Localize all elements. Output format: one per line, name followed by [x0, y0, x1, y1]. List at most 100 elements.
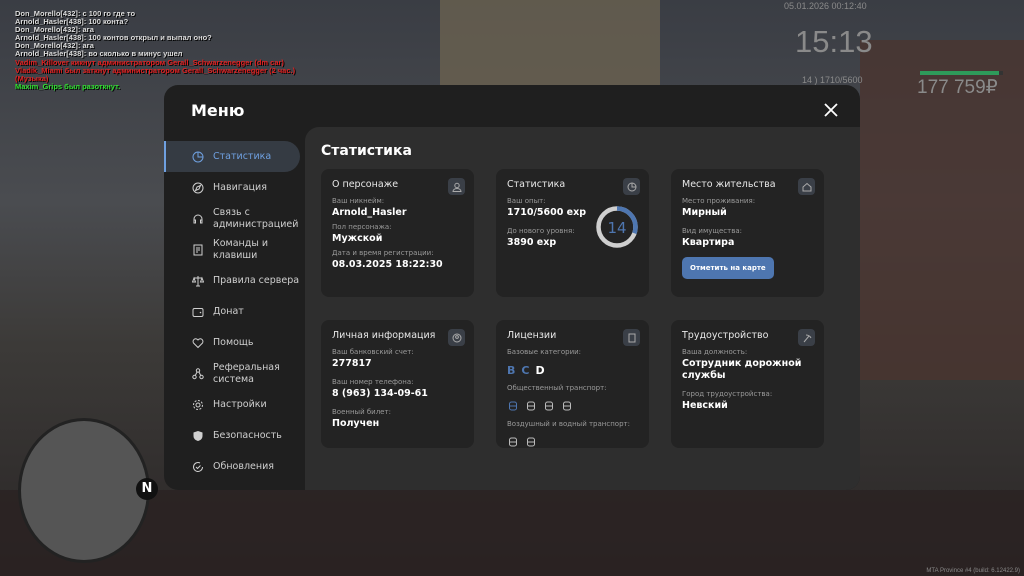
place-value: Мирный: [682, 207, 727, 218]
sidebar-item-1[interactable]: Статистика: [164, 141, 300, 172]
mark-on-map-button[interactable]: Отметить на карте: [682, 257, 774, 279]
bus-icon: [527, 401, 535, 410]
sidebar-item-5[interactable]: Правила сервера: [164, 265, 305, 296]
hud-clock: 15:13: [795, 24, 873, 59]
gender-label: Пол персонажа:: [332, 223, 392, 231]
health-bar: [920, 71, 1003, 75]
license-category: C: [521, 364, 530, 377]
hud-money: 177 759₽: [917, 77, 998, 98]
sidebar-item-label: Обновления: [213, 460, 274, 472]
pie-chart-icon: [192, 151, 204, 162]
gender-value: Мужской: [332, 233, 383, 244]
sidebar-item-11[interactable]: Обновления: [164, 451, 305, 482]
hud-exp: 1710/5600: [820, 75, 863, 85]
document-icon: [193, 244, 203, 255]
gear-icon: [193, 399, 203, 410]
level-ring: 14: [596, 206, 638, 248]
sidebar-item-label: Безопасность: [213, 429, 282, 441]
id-card-icon: [623, 329, 640, 346]
card-title: Место жительства: [682, 179, 776, 190]
chat-line: Arnold_Hasler[438]: 100 контов открыл и …: [15, 33, 212, 43]
reg-value: 08.03.2025 18:22:30: [332, 259, 443, 270]
chat-line: Don_Morello[432]: с 100 го где то: [15, 9, 136, 18]
boat-icon: [527, 437, 535, 446]
sidebar-item-10[interactable]: Безопасность: [164, 420, 305, 451]
heart-hands-icon: [192, 337, 204, 348]
nick-label: Ваш никнейм:: [332, 197, 385, 205]
license-category: D: [535, 364, 545, 377]
sidebar-item-label: Настройки: [213, 398, 267, 410]
chat-line: Vladik_Miami был заткнут администратором…: [15, 65, 296, 75]
phone-label: Ваш номер телефона:: [332, 378, 414, 386]
compass-icon: [192, 182, 204, 193]
sidebar: Статистика Навигация Связь с администрацие…: [164, 141, 305, 482]
user-icon: [448, 178, 465, 195]
bank-value: 277817: [332, 358, 372, 369]
next-label: До нового уровня:: [507, 227, 575, 235]
position-value: Сотрудник дорожной службы: [682, 358, 802, 381]
sidebar-item-label: Правила сервера: [213, 274, 300, 286]
sidebar-item-3[interactable]: Связь с администрацией: [164, 203, 305, 234]
reg-label: Дата и время регистрации:: [332, 249, 434, 257]
nick-value: Arnold_Hasler: [332, 207, 407, 218]
position-label: Ваша должность:: [682, 348, 748, 356]
chat-line: Don_Morello[432]: ага: [15, 25, 94, 35]
public-transport-icons: [507, 395, 638, 414]
next-value: 3890 exp: [507, 237, 557, 248]
card-title: О персонаже: [332, 179, 399, 190]
sidebar-item-7[interactable]: Помощь: [164, 327, 305, 358]
sidebar-item-6[interactable]: Донат: [164, 296, 305, 327]
sidebar-item-label: Связь с администрацией: [213, 206, 299, 230]
type-label: Вид имущества:: [682, 227, 742, 235]
face-icon: [448, 329, 465, 346]
headset-icon: [193, 214, 203, 223]
card-job: Трудоустройство Ваша должность: Сотрудни…: [671, 320, 824, 448]
level-number: 14: [607, 219, 626, 237]
type-value: Квартира: [682, 237, 735, 248]
card-character: О персонаже Ваш никнейм: Arnold_Hasler П…: [321, 169, 474, 297]
card-title: Личная информация: [332, 330, 436, 341]
sidebar-item-label: Статистика: [213, 150, 272, 162]
chat-log: Don_Morello[432]: с 100 го где то Arnold_…: [15, 9, 296, 91]
trolleybus-icon: [509, 401, 517, 410]
public-label: Общественный транспорт:: [507, 384, 607, 392]
card-title: Трудоустройство: [682, 330, 769, 341]
pie-chart-icon: [623, 178, 640, 195]
card-stats: Статистика Ваш опыт: 1710/5600 exp До но…: [496, 169, 649, 297]
sidebar-item-4[interactable]: Команды и клавиши: [164, 234, 305, 265]
military-label: Военный билет:: [332, 408, 391, 416]
close-icon[interactable]: [822, 101, 840, 119]
chat-line: Arnold_Hasler[438]: 100 конта?: [15, 17, 129, 27]
sidebar-item-label: Команды и клавиши: [213, 237, 269, 261]
hud-datetime: 05.01.2026 00:12:40: [784, 1, 867, 11]
card-residence: Место жительства Место проживания: Мирны…: [671, 169, 824, 297]
city-label: Город трудоустройства:: [682, 390, 773, 398]
bank-label: Ваш банковский счет:: [332, 348, 414, 356]
exp-value: 1710/5600 exp: [507, 207, 587, 218]
hud-level: 14 ) 1710/5600: [802, 75, 863, 85]
plane-icon: [509, 437, 517, 446]
military-value: Получен: [332, 418, 380, 429]
shield-icon: [193, 430, 203, 441]
chat-line: Maxim_Grips был разоткнут.: [15, 81, 121, 91]
compass-north: N: [136, 478, 158, 500]
city-value: Невский: [682, 400, 728, 411]
pickaxe-icon: [798, 329, 815, 346]
sidebar-item-9[interactable]: Настройки: [164, 389, 305, 420]
sidebar-item-label: Реферальная система: [213, 361, 280, 385]
menu-modal: Меню Статистика Навигация Связь с админист…: [164, 85, 860, 490]
sidebar-item-2[interactable]: Навигация: [164, 172, 305, 203]
hud-level-value: 14: [802, 75, 813, 85]
minimap: [18, 418, 150, 563]
content-title: Статистика: [321, 143, 412, 159]
sidebar-item-label: Помощь: [213, 336, 254, 348]
train-icon: [545, 401, 553, 410]
chat-line: Don_Morello[432]: ага: [15, 41, 94, 51]
base-label: Базовые категории:: [507, 348, 582, 356]
tram-icon: [563, 401, 571, 410]
house-icon: [798, 178, 815, 195]
sidebar-item-8[interactable]: Реферальная система: [164, 358, 305, 389]
chat-line: Arnold_Hasler[438]: во сколько в минус у…: [15, 49, 183, 59]
